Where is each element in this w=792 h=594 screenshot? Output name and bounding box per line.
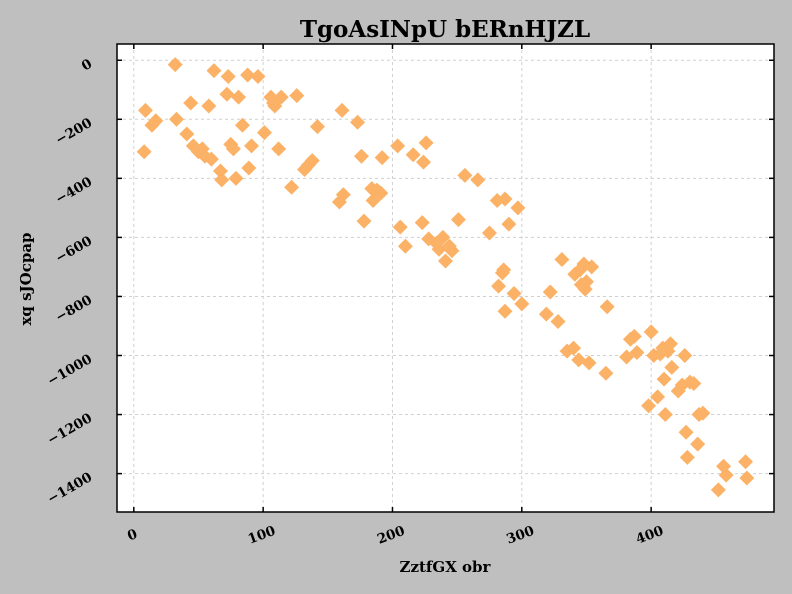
data-point xyxy=(496,262,512,278)
data-point xyxy=(214,172,230,188)
data-point xyxy=(677,348,693,364)
data-point xyxy=(220,68,236,84)
data-point xyxy=(201,98,217,114)
data-point xyxy=(450,212,466,228)
data-point xyxy=(168,111,184,127)
plot-area xyxy=(117,44,774,512)
data-points xyxy=(136,57,755,498)
data-point xyxy=(273,89,289,105)
data-point xyxy=(578,274,594,290)
data-point xyxy=(510,200,526,216)
data-point xyxy=(353,148,369,164)
data-point xyxy=(599,299,615,315)
data-point xyxy=(289,88,305,104)
data-point xyxy=(470,172,486,188)
data-point xyxy=(457,167,473,183)
data-point xyxy=(271,141,287,157)
data-point xyxy=(284,179,300,195)
data-point xyxy=(137,102,153,118)
data-point xyxy=(679,449,695,465)
data-point xyxy=(256,125,272,141)
data-point xyxy=(656,371,672,387)
data-point xyxy=(641,398,657,414)
data-point xyxy=(643,324,659,340)
data-point xyxy=(335,187,351,203)
data-point xyxy=(212,163,228,179)
data-point xyxy=(179,126,195,142)
data-point xyxy=(506,286,522,302)
data-point xyxy=(231,89,247,105)
data-point xyxy=(234,117,250,133)
data-point xyxy=(695,405,711,421)
data-point xyxy=(657,407,673,423)
data-point xyxy=(416,154,432,170)
data-point xyxy=(309,119,325,135)
data-point xyxy=(373,185,389,201)
data-point xyxy=(228,170,244,186)
data-point xyxy=(718,467,734,483)
data-point xyxy=(501,216,517,232)
x-axis-label: ZztfGX obr xyxy=(400,558,492,576)
data-point xyxy=(581,355,597,371)
data-point xyxy=(250,68,266,84)
data-point xyxy=(663,336,679,352)
data-point xyxy=(414,215,430,231)
data-point xyxy=(629,345,645,361)
data-point xyxy=(542,284,558,300)
data-point xyxy=(678,424,694,440)
data-point xyxy=(167,57,183,73)
data-point xyxy=(435,229,451,245)
data-point xyxy=(225,141,241,157)
data-point xyxy=(244,138,260,154)
data-point xyxy=(136,144,152,160)
data-point xyxy=(497,303,513,319)
data-point xyxy=(334,102,350,118)
data-point xyxy=(405,147,421,163)
data-point xyxy=(350,114,366,130)
data-point xyxy=(240,67,256,83)
data-point xyxy=(183,95,199,111)
data-point xyxy=(538,306,554,322)
plot-frame xyxy=(116,43,775,513)
data-point xyxy=(418,135,434,151)
data-point xyxy=(497,191,513,207)
data-point xyxy=(491,278,507,294)
data-point xyxy=(739,470,755,486)
data-point xyxy=(392,219,408,235)
data-point xyxy=(241,160,257,176)
data-point xyxy=(738,454,754,470)
data-point xyxy=(598,365,614,381)
data-point xyxy=(584,259,600,275)
data-point xyxy=(206,63,222,79)
data-point xyxy=(203,151,219,167)
data-point xyxy=(664,359,680,375)
data-point xyxy=(626,328,642,344)
data-point xyxy=(356,213,372,229)
data-point xyxy=(444,243,460,259)
chart-title: TgoAsINpU bERnHJZL xyxy=(300,16,590,43)
data-point xyxy=(650,389,666,405)
data-point xyxy=(397,238,413,254)
data-point xyxy=(514,296,530,312)
data-point xyxy=(304,153,320,169)
data-point xyxy=(219,86,235,102)
data-point xyxy=(690,436,706,452)
data-point xyxy=(710,482,726,498)
data-point xyxy=(438,253,453,269)
data-point xyxy=(481,225,497,241)
data-point xyxy=(267,98,283,114)
data-point xyxy=(550,314,566,330)
data-point xyxy=(374,150,390,166)
y-axis-label: xq sJOcpap xyxy=(17,232,35,325)
data-point xyxy=(390,138,406,154)
data-point xyxy=(148,113,164,129)
data-point xyxy=(566,340,582,356)
data-point xyxy=(686,376,702,392)
data-point xyxy=(554,252,570,268)
